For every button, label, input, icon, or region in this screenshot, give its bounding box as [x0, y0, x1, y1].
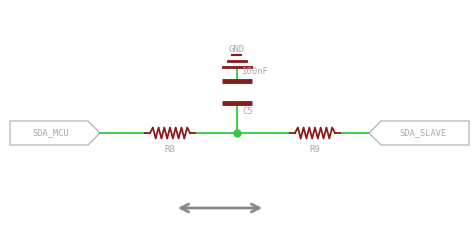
Text: SDA_MCU: SDA_MCU: [33, 128, 69, 138]
Text: 100nF: 100nF: [242, 67, 269, 75]
Text: C5: C5: [242, 107, 253, 115]
Text: R8: R8: [164, 145, 175, 154]
Polygon shape: [10, 121, 100, 145]
Text: SDA_SLAVE: SDA_SLAVE: [400, 128, 447, 138]
Text: GND: GND: [229, 45, 245, 54]
Polygon shape: [369, 121, 469, 145]
Text: R9: R9: [310, 145, 320, 154]
